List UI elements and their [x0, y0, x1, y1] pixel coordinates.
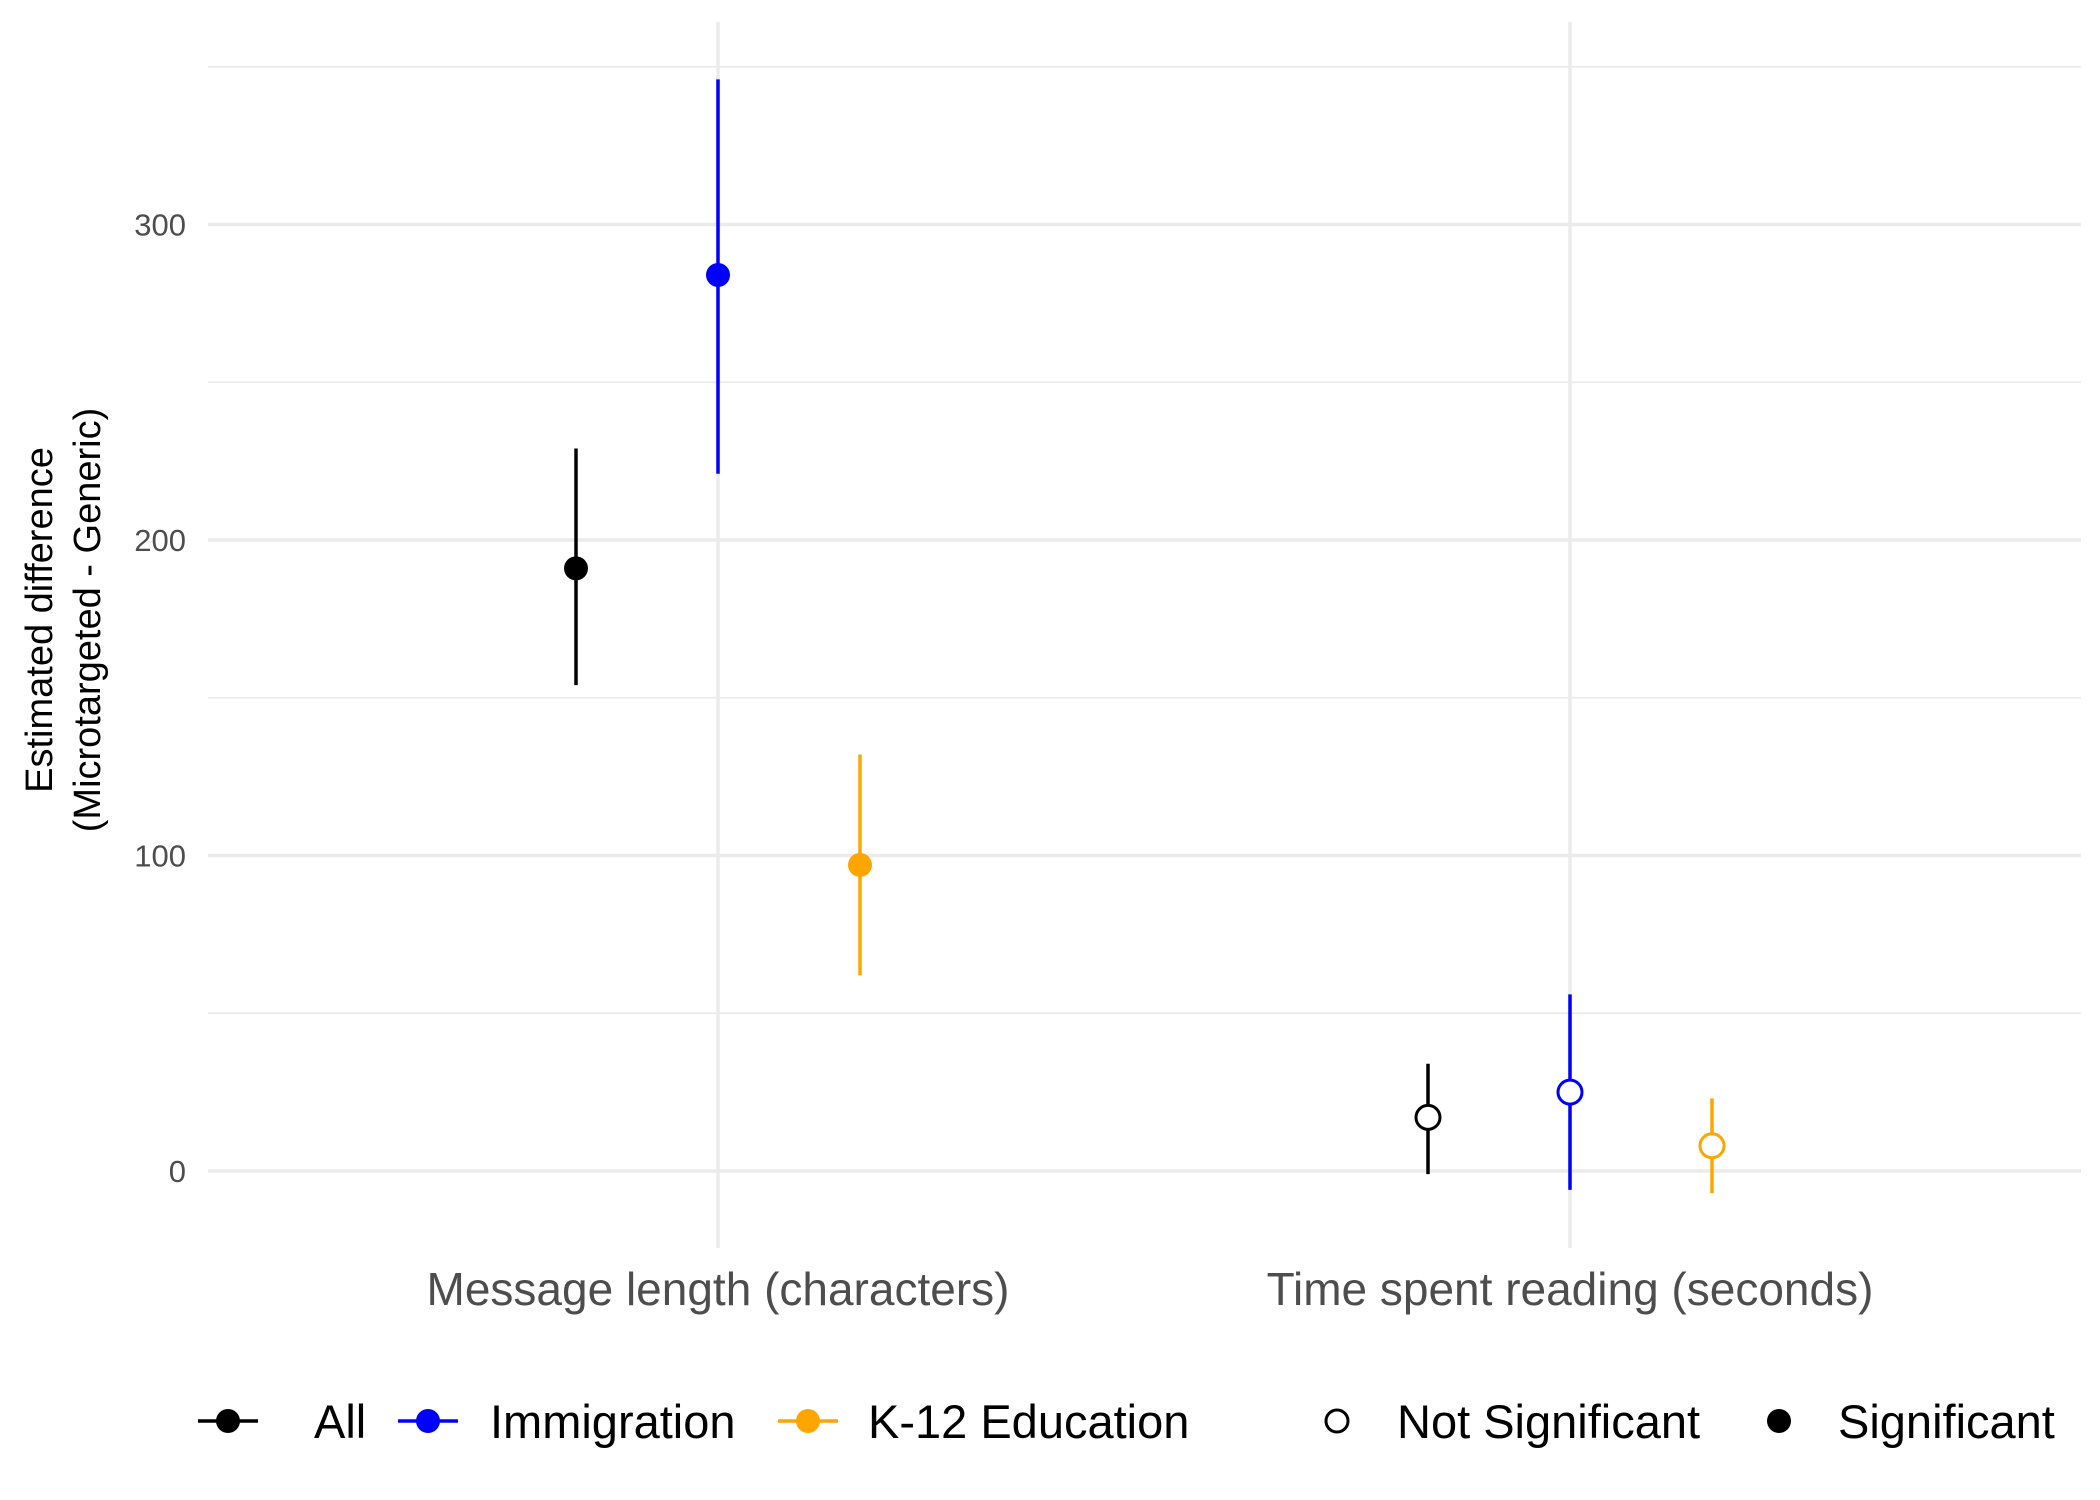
- legend-key-open-circle: [1324, 1408, 1350, 1434]
- legend-key-filled-circle: [1767, 1409, 1791, 1433]
- legend-label: Significant: [1838, 1395, 2055, 1448]
- point-not-significant: [1556, 1078, 1584, 1106]
- legend-label: Immigration: [490, 1395, 736, 1448]
- point-significant: [706, 262, 730, 287]
- data-marks: [564, 79, 1726, 1194]
- legend-key-point: [216, 1409, 240, 1433]
- legend-label: All: [314, 1395, 366, 1448]
- y-axis-title-line1: Estimated difference: [19, 447, 61, 793]
- x-category-label: Message length (characters): [427, 1263, 1010, 1315]
- x-axis-categories: Message length (characters) Time spent re…: [427, 1263, 1874, 1315]
- y-tick-label: 300: [134, 208, 186, 243]
- legend-key-point: [796, 1409, 820, 1433]
- y-tick-label: 100: [134, 839, 186, 874]
- point-significant: [564, 556, 588, 581]
- x-category-label: Time spent reading (seconds): [1267, 1263, 1874, 1315]
- point-significant: [848, 852, 872, 877]
- y-axis-ticks: 0 100 200 300: [134, 208, 186, 1190]
- legend-label: Not Significant: [1397, 1395, 1700, 1448]
- point-not-significant: [1414, 1103, 1442, 1131]
- y-tick-label: 0: [169, 1154, 186, 1189]
- legend-label: K-12 Education: [868, 1395, 1189, 1448]
- point-not-significant: [1698, 1132, 1726, 1160]
- grid: [208, 22, 2081, 1248]
- y-axis-title-line2: (Microtargeted - Generic): [67, 408, 109, 832]
- y-tick-label: 200: [134, 523, 186, 558]
- legend-key-point: [416, 1409, 440, 1433]
- legend: All Immigration K-12 Education Not Signific…: [198, 1395, 2055, 1448]
